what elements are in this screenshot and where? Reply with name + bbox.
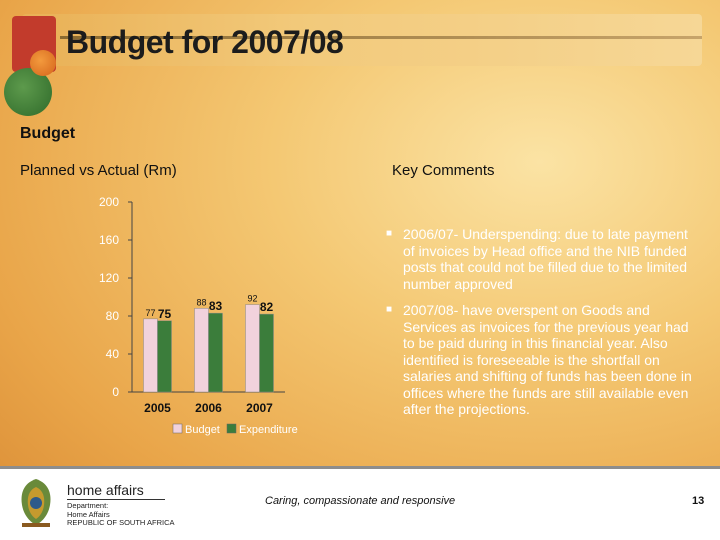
legend-swatch bbox=[226, 423, 237, 434]
section-heading: Budget bbox=[20, 125, 76, 142]
brand-name: home affairs bbox=[67, 482, 144, 498]
data-label: 83 bbox=[209, 299, 223, 313]
comment-text: 2006/07- Underspending: due to late paym… bbox=[403, 226, 688, 292]
comment-text: 2007/08- have overspent on Goods and Ser… bbox=[403, 302, 692, 417]
bar-budget bbox=[143, 318, 158, 393]
footer-tagline: Caring, compassionate and responsive bbox=[265, 495, 456, 507]
coat-of-arms-icon bbox=[21, 479, 51, 527]
bar-expenditure bbox=[259, 313, 274, 393]
x-category-label: 2005 bbox=[144, 401, 171, 415]
brand-line: Department: bbox=[67, 501, 109, 510]
brand-line: REPUBLIC OF SOUTH AFRICA bbox=[67, 518, 175, 527]
bar-budget bbox=[194, 308, 209, 393]
y-tick-label: 0 bbox=[112, 385, 119, 399]
y-tick-label: 200 bbox=[99, 195, 119, 209]
data-label: 75 bbox=[158, 307, 172, 321]
square-bullet-icon: ■ bbox=[386, 304, 393, 315]
y-tick-label: 120 bbox=[99, 271, 119, 285]
footer-divider bbox=[0, 466, 720, 469]
page-title: Budget for 2007/08 bbox=[66, 24, 344, 60]
chart-caption: Planned vs Actual (Rm) bbox=[20, 162, 177, 179]
page-number: 13 bbox=[692, 495, 705, 507]
brand-line: Home Affairs bbox=[67, 509, 110, 519]
legend-swatch bbox=[172, 423, 183, 434]
bar-expenditure bbox=[208, 312, 223, 393]
data-label: 88 bbox=[196, 297, 206, 307]
y-tick-label: 80 bbox=[106, 309, 120, 323]
data-label: 77 bbox=[145, 308, 155, 318]
footer bbox=[0, 469, 720, 540]
brand-rule bbox=[67, 499, 165, 500]
title-underline bbox=[60, 36, 702, 39]
title-bar bbox=[22, 14, 702, 66]
data-label: 82 bbox=[260, 300, 274, 314]
decorative-orange-circle bbox=[30, 50, 56, 76]
square-bullet-icon: ■ bbox=[386, 228, 393, 239]
legend-label: Expenditure bbox=[239, 424, 298, 436]
comment-item: ■ 2006/07- Underspending: due to late pa… bbox=[386, 226, 698, 292]
bar-budget bbox=[245, 304, 260, 393]
decorative-green-circle bbox=[4, 68, 52, 116]
key-comments-list: ■ 2006/07- Underspending: due to late pa… bbox=[386, 226, 698, 428]
comments-heading: Key Comments bbox=[392, 162, 495, 179]
y-tick-label: 40 bbox=[106, 347, 120, 361]
x-category-label: 2006 bbox=[195, 401, 222, 415]
comment-item: ■ 2007/08- have overspent on Goods and S… bbox=[386, 302, 698, 418]
data-label: 92 bbox=[247, 294, 257, 304]
brand-subtitle: Department: Home Affairs REPUBLIC OF SOU… bbox=[67, 501, 175, 528]
bar-expenditure bbox=[157, 320, 172, 393]
legend-label: Budget bbox=[185, 424, 220, 436]
y-tick-label: 160 bbox=[99, 233, 119, 247]
x-category-label: 2007 bbox=[246, 401, 273, 415]
